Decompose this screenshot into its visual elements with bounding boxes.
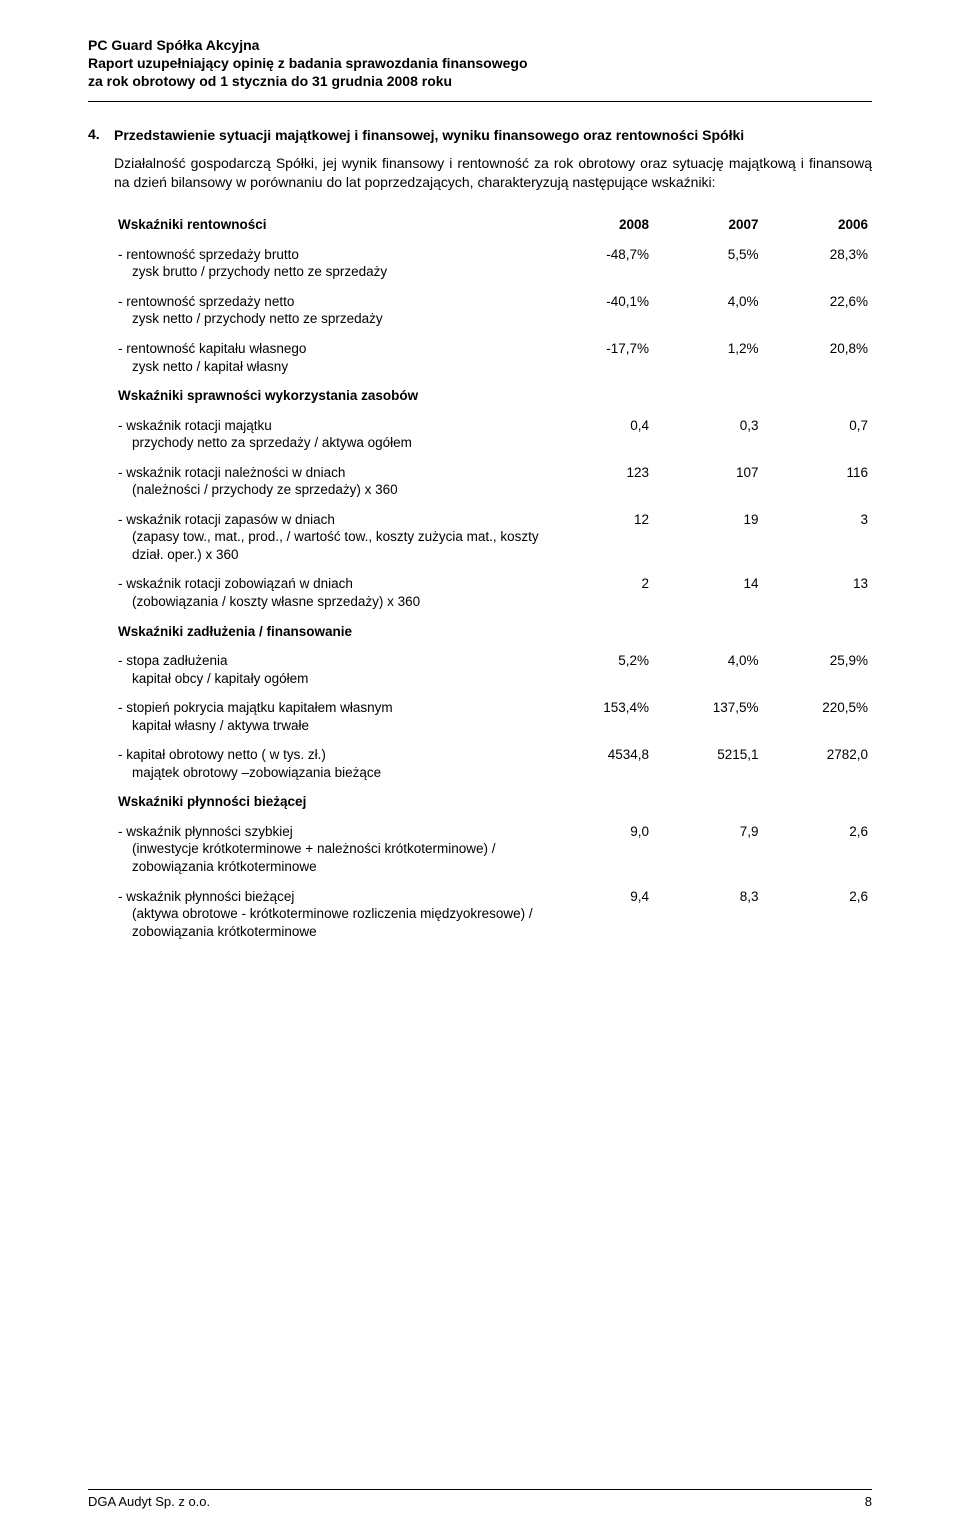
indicator-value: 4534,8	[544, 740, 653, 787]
indicator-value: 3	[762, 505, 872, 570]
year-col: 2008	[544, 210, 653, 240]
indicator-value: 0,3	[653, 411, 762, 458]
indicator-value: 19	[653, 505, 762, 570]
group-title: Wskaźniki płynności bieżącej	[114, 787, 544, 817]
indicator-label: - kapitał obrotowy netto ( w tys. zł.)ma…	[114, 740, 544, 787]
indicator-value: 123	[544, 458, 653, 505]
group-title: Wskaźniki rentowności	[114, 210, 544, 240]
indicator-value: -17,7%	[544, 334, 653, 381]
indicator-value: 9,4	[544, 882, 653, 947]
indicator-row: - rentowność kapitału własnegozysk netto…	[114, 334, 872, 381]
indicator-value: 5,5%	[653, 240, 762, 287]
page: PC Guard Spółka Akcyjna Raport uzupełnia…	[0, 0, 960, 1533]
indicator-value: 220,5%	[762, 693, 872, 740]
indicator-value: 14	[653, 569, 762, 616]
section-paragraph: Działalność gospodarczą Spółki, jej wyni…	[114, 154, 872, 192]
indicator-row: - wskaźnik rotacji zobowiązań w dniach(z…	[114, 569, 872, 616]
indicator-row: - wskaźnik płynności szybkiej(inwestycje…	[114, 817, 872, 882]
indicator-value: 153,4%	[544, 693, 653, 740]
indicator-row: - kapitał obrotowy netto ( w tys. zł.)ma…	[114, 740, 872, 787]
header-rule	[88, 101, 872, 102]
indicator-row: - rentowność sprzedaży nettozysk netto /…	[114, 287, 872, 334]
indicator-value: 12	[544, 505, 653, 570]
group-header: Wskaźniki rentowności200820072006	[114, 210, 872, 240]
indicator-value: 5215,1	[653, 740, 762, 787]
group-header: Wskaźniki zadłużenia / finansowanie	[114, 617, 872, 647]
indicator-value: 2,6	[762, 817, 872, 882]
indicator-value: -40,1%	[544, 287, 653, 334]
indicator-value: 25,9%	[762, 646, 872, 693]
indicator-label: - wskaźnik rotacji zapasów w dniach(zapa…	[114, 505, 544, 570]
indicator-value: 2,6	[762, 882, 872, 947]
indicator-value: 0,7	[762, 411, 872, 458]
indicator-row: - stopa zadłużeniakapitał obcy / kapitał…	[114, 646, 872, 693]
group-header: Wskaźniki płynności bieżącej	[114, 787, 872, 817]
footer-page-number: 8	[865, 1494, 872, 1509]
indicator-value: 0,4	[544, 411, 653, 458]
indicator-label: - rentowność sprzedaży nettozysk netto /…	[114, 287, 544, 334]
indicator-row: - stopień pokrycia majątku kapitałem wła…	[114, 693, 872, 740]
indicator-row: - wskaźnik rotacji zapasów w dniach(zapa…	[114, 505, 872, 570]
indicator-row: - wskaźnik płynności bieżącej(aktywa obr…	[114, 882, 872, 947]
indicator-value: 22,6%	[762, 287, 872, 334]
doc-header: PC Guard Spółka Akcyjna Raport uzupełnia…	[88, 36, 872, 102]
indicator-value: -48,7%	[544, 240, 653, 287]
indicator-value: 13	[762, 569, 872, 616]
page-footer: DGA Audyt Sp. z o.o. 8	[88, 1489, 872, 1509]
indicator-label: - stopień pokrycia majątku kapitałem wła…	[114, 693, 544, 740]
indicator-value: 8,3	[653, 882, 762, 947]
indicator-value: 116	[762, 458, 872, 505]
indicator-label: - wskaźnik płynności bieżącej(aktywa obr…	[114, 882, 544, 947]
indicator-value: 4,0%	[653, 287, 762, 334]
indicator-value: 5,2%	[544, 646, 653, 693]
section-heading: 4. Przedstawienie sytuacji majątkowej i …	[88, 126, 872, 145]
indicator-label: - wskaźnik rotacji należności w dniach(n…	[114, 458, 544, 505]
indicator-value: 4,0%	[653, 646, 762, 693]
indicator-value: 28,3%	[762, 240, 872, 287]
indicator-value: 1,2%	[653, 334, 762, 381]
year-col: 2006	[762, 210, 872, 240]
indicator-label: - rentowność kapitału własnegozysk netto…	[114, 334, 544, 381]
footer-rule	[88, 1489, 872, 1490]
footer-left: DGA Audyt Sp. z o.o.	[88, 1494, 210, 1509]
section-number: 4.	[88, 126, 114, 142]
indicator-row: - wskaźnik rotacji należności w dniach(n…	[114, 458, 872, 505]
indicator-label: - stopa zadłużeniakapitał obcy / kapitał…	[114, 646, 544, 693]
indicator-label: - wskaźnik rotacji majątkuprzychody nett…	[114, 411, 544, 458]
group-title: Wskaźniki zadłużenia / finansowanie	[114, 617, 544, 647]
indicator-value: 9,0	[544, 817, 653, 882]
indicator-value: 20,8%	[762, 334, 872, 381]
header-company: PC Guard Spółka Akcyjna	[88, 36, 872, 54]
indicator-value: 107	[653, 458, 762, 505]
year-col: 2007	[653, 210, 762, 240]
header-period: za rok obrotowy od 1 stycznia do 31 grud…	[88, 72, 872, 90]
indicator-row: - rentowność sprzedaży bruttozysk brutto…	[114, 240, 872, 287]
indicator-value: 2	[544, 569, 653, 616]
indicator-row: - wskaźnik rotacji majątkuprzychody nett…	[114, 411, 872, 458]
indicator-value: 2782,0	[762, 740, 872, 787]
group-header: Wskaźniki sprawności wykorzystania zasob…	[114, 381, 872, 411]
indicator-value: 7,9	[653, 817, 762, 882]
group-title: Wskaźniki sprawności wykorzystania zasob…	[114, 381, 544, 411]
header-title: Raport uzupełniający opinię z badania sp…	[88, 54, 872, 72]
section-title: Przedstawienie sytuacji majątkowej i fin…	[114, 126, 744, 145]
indicator-value: 137,5%	[653, 693, 762, 740]
indicator-label: - wskaźnik płynności szybkiej(inwestycje…	[114, 817, 544, 882]
indicator-label: - rentowność sprzedaży bruttozysk brutto…	[114, 240, 544, 287]
indicator-label: - wskaźnik rotacji zobowiązań w dniach(z…	[114, 569, 544, 616]
indicators-table: Wskaźniki rentowności200820072006- rento…	[114, 210, 872, 946]
